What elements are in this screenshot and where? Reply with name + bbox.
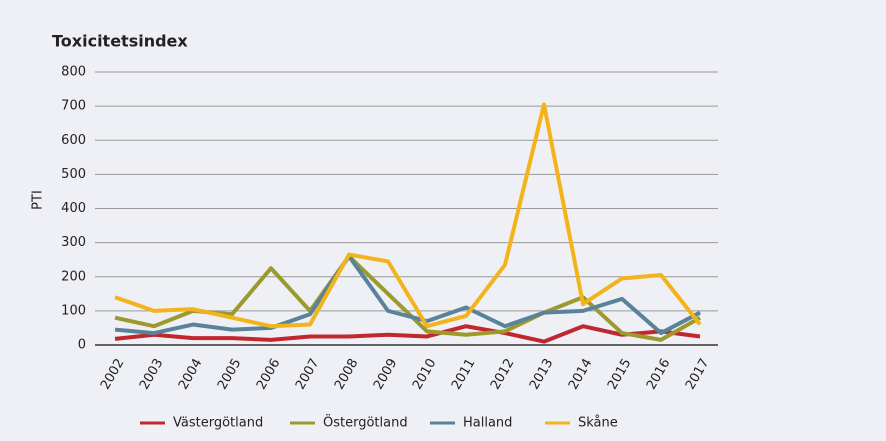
y-tick-label: 0 (78, 338, 86, 353)
chart-title: Toxicitetsindex (52, 32, 188, 51)
series-line (114, 254, 701, 336)
legend-label: Västergötland (173, 416, 263, 431)
legend-label: Skåne (578, 416, 618, 431)
y-tick-label: 100 (61, 303, 86, 318)
y-tick-label: 800 (61, 65, 86, 80)
series-line (114, 102, 702, 329)
y-tick-label: 600 (61, 133, 86, 148)
legend-label: Halland (463, 416, 512, 431)
y-tick-label: 500 (61, 167, 86, 182)
y-tick-label: 200 (61, 269, 86, 284)
series-line (114, 324, 701, 344)
y-tick-label: 400 (61, 201, 86, 216)
legend-label: Östergötland (323, 414, 408, 431)
y-tick-label: 300 (61, 235, 86, 250)
y-axis-label: PTI (31, 190, 46, 210)
y-tick-label: 700 (61, 99, 86, 114)
